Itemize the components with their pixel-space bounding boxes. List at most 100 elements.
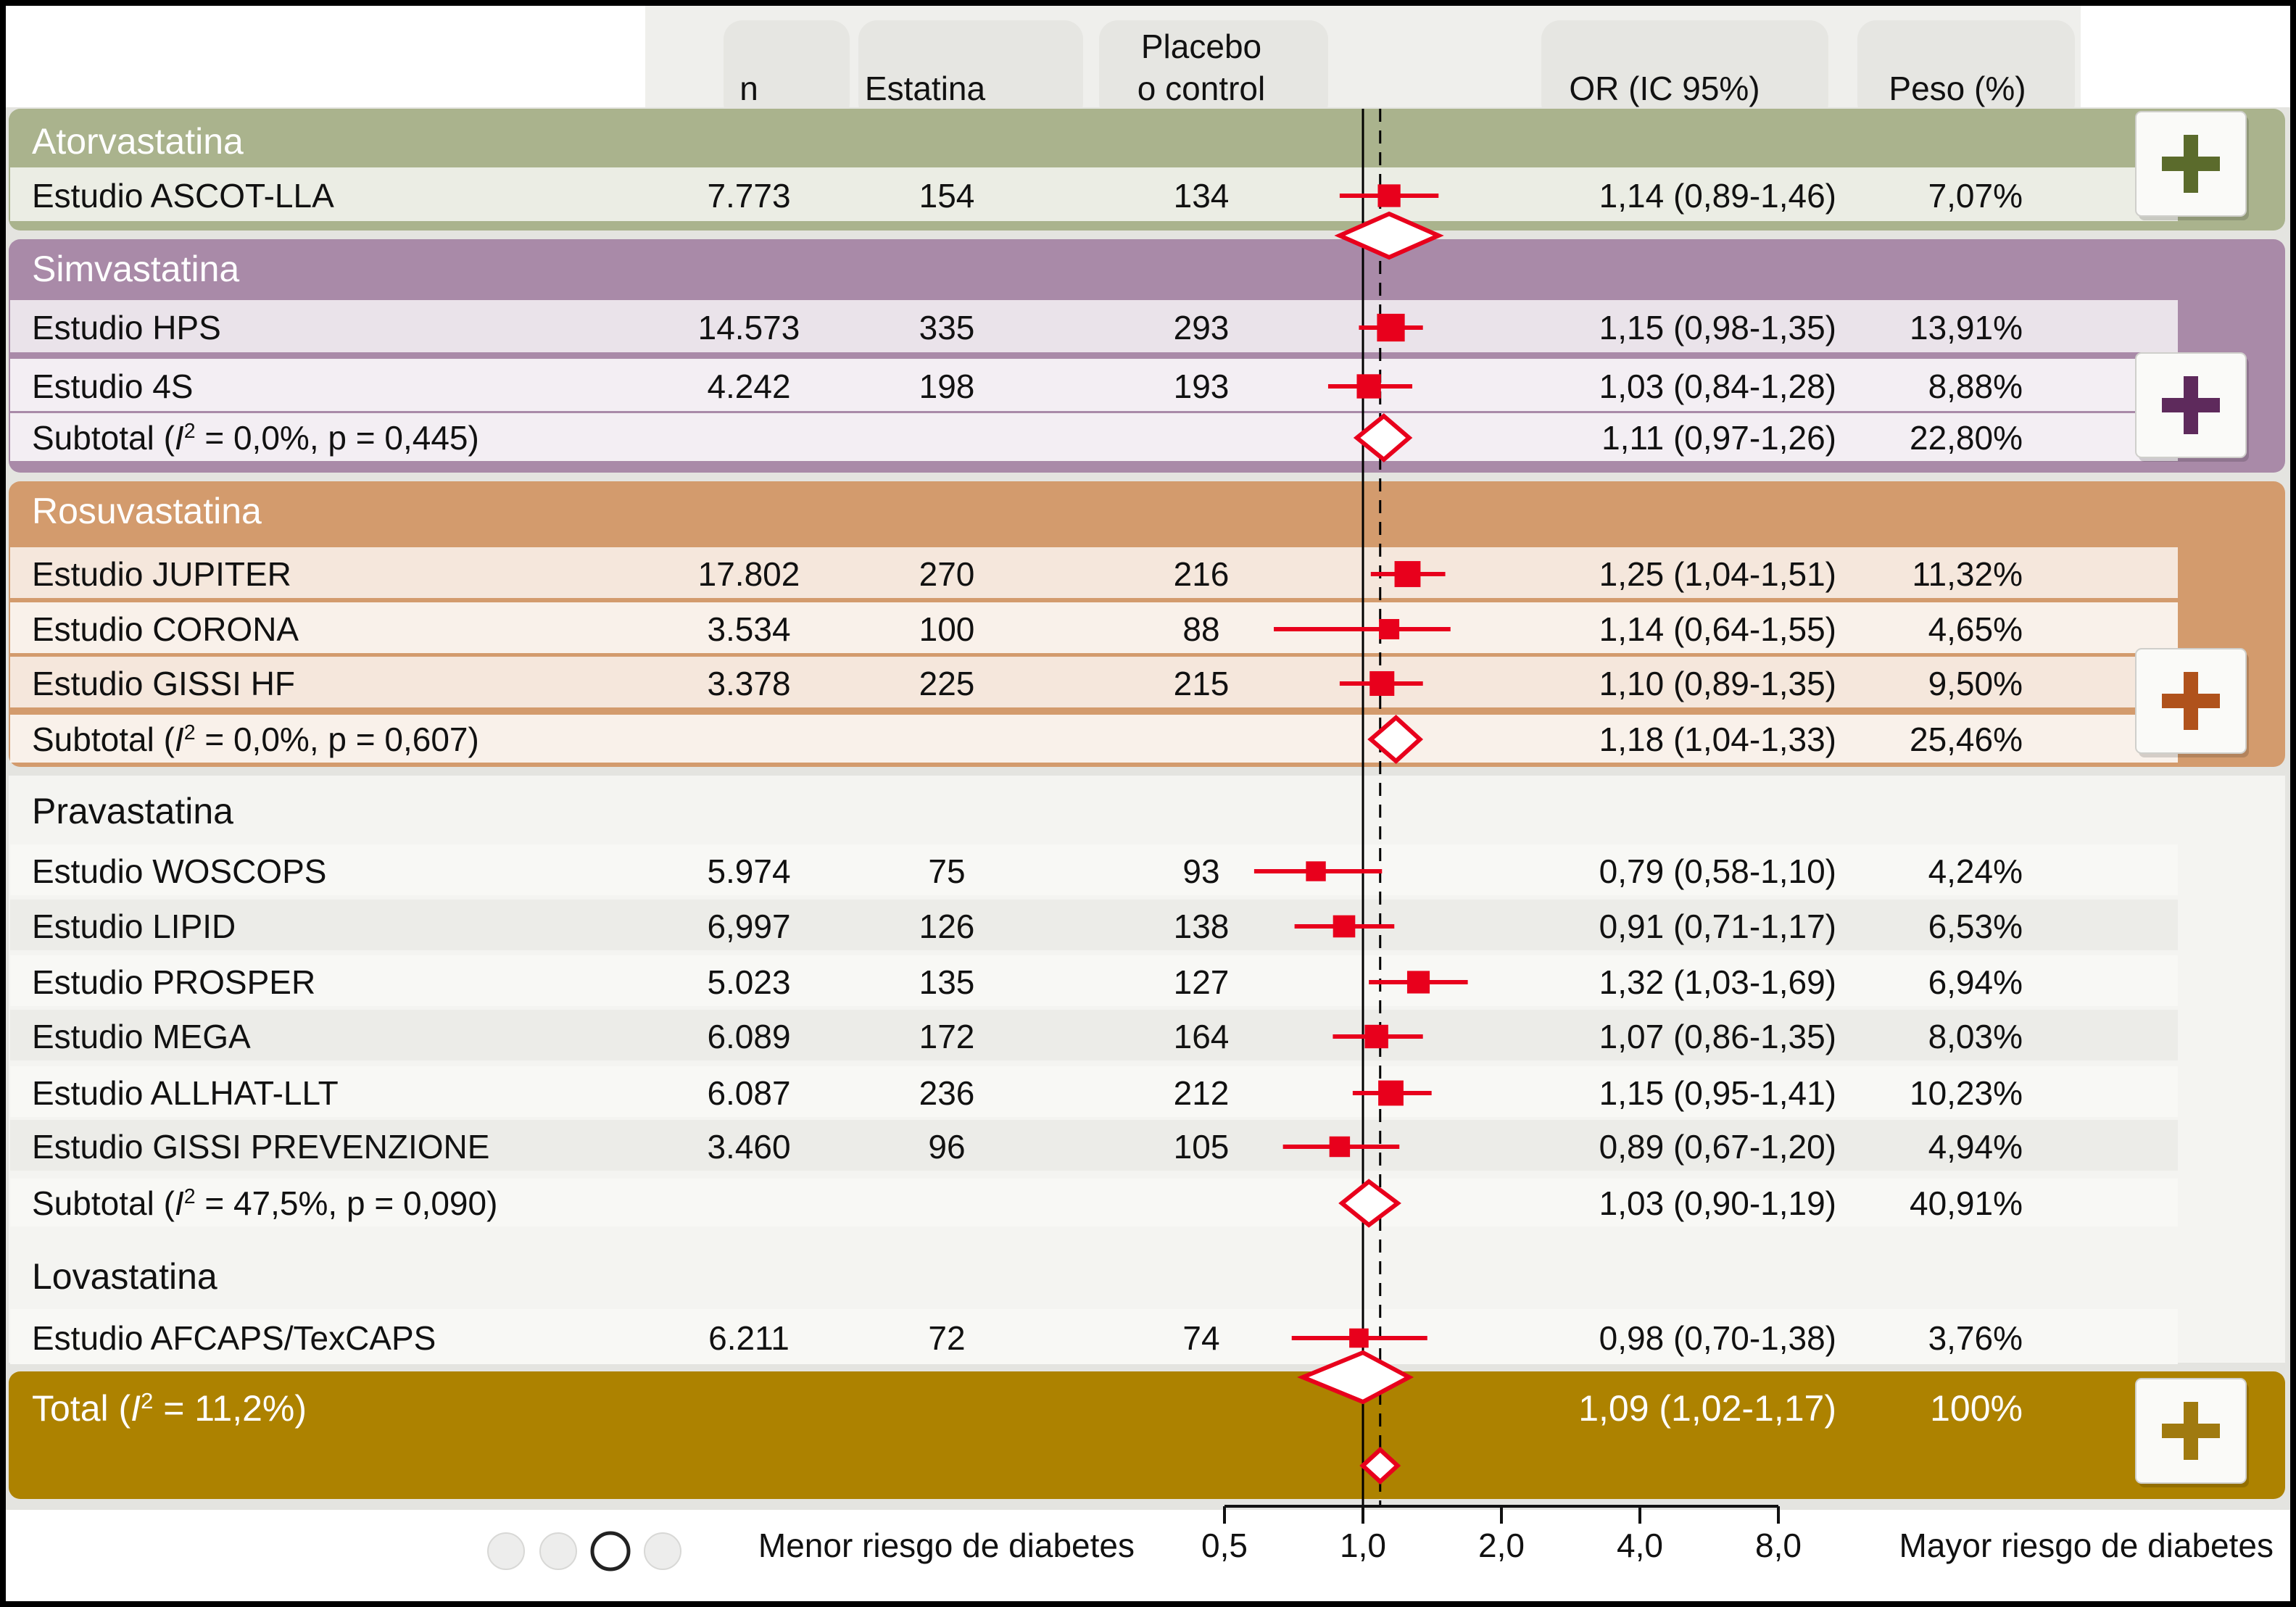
study-statin-events: 72: [928, 1319, 965, 1357]
study-n: 3.460: [707, 1128, 790, 1166]
study-label: Estudio CORONA: [32, 610, 299, 648]
table-row: [10, 955, 2178, 1006]
subtotal-weight: 25,46%: [1910, 721, 2023, 758]
study-weight: 4,65%: [1928, 610, 2023, 648]
study-statin-events: 154: [919, 177, 975, 215]
table-row: [10, 1010, 2178, 1060]
study-label: Estudio AFCAPS/TexCAPS: [32, 1319, 436, 1357]
study-or-text: 0,98 (0,70-1,38): [1599, 1319, 1836, 1357]
study-placebo-events: 212: [1174, 1074, 1230, 1112]
header-tab-0: [724, 20, 850, 122]
study-n: 6.089: [707, 1018, 790, 1055]
subtotal-or-text: 1,03 (0,90-1,19): [1599, 1184, 1836, 1222]
study-n: 3.378: [707, 665, 790, 702]
group-title-simvastatina: Simvastatina: [32, 249, 239, 289]
study-n: 5.974: [707, 852, 790, 890]
study-or-text: 0,91 (0,71-1,17): [1599, 908, 1836, 945]
x-axis-tick-label: 4,0: [1617, 1527, 1663, 1564]
total-weight: 100%: [1930, 1388, 2023, 1429]
study-weight: 10,23%: [1910, 1074, 2023, 1112]
summary-diamond: [1338, 1179, 1401, 1228]
table-row: [10, 900, 2178, 950]
study-weight: 11,32%: [1912, 555, 2023, 593]
subtotal-label: Subtotal (I2 = 0,0%, p = 0,607): [32, 721, 479, 758]
table-row: [10, 602, 2178, 653]
point-estimate-square: [1377, 184, 1401, 207]
subtotal-label: Subtotal (I2 = 0,0%, p = 0,445): [32, 419, 479, 457]
x-axis-tick-label: 0,5: [1201, 1527, 1248, 1564]
expand-atorvastatina-button[interactable]: [2135, 111, 2249, 220]
expand-simvastatina-button[interactable]: [2135, 352, 2249, 462]
study-placebo-events: 134: [1174, 177, 1230, 215]
study-weight: 8,88%: [1928, 368, 2023, 405]
study-or-text: 1,15 (0,98-1,35): [1599, 309, 1836, 346]
header-tab-2: [1099, 20, 1328, 122]
study-statin-events: 100: [919, 610, 975, 648]
x-axis-left-label: Menor riesgo de diabetes: [758, 1527, 1135, 1564]
table-row: [10, 300, 2178, 352]
study-label: Estudio GISSI PREVENZIONE: [32, 1128, 489, 1166]
study-placebo-events: 88: [1182, 610, 1219, 648]
study-or-text: 1,15 (0,95-1,41): [1599, 1074, 1836, 1112]
point-estimate-square: [1394, 561, 1421, 587]
study-statin-events: 270: [919, 555, 975, 593]
study-label: Estudio MEGA: [32, 1018, 251, 1055]
table-row: [10, 359, 2178, 411]
point-estimate-square: [1329, 1136, 1351, 1158]
study-n: 7.773: [707, 177, 790, 215]
study-or-text: 0,79 (0,58-1,10): [1599, 852, 1836, 890]
study-label: Estudio LIPID: [32, 908, 236, 945]
study-n: 6.211: [708, 1319, 789, 1357]
study-weight: 8,03%: [1928, 1018, 2023, 1055]
table-row: [10, 1309, 2178, 1364]
pagination-dot[interactable]: [539, 1532, 577, 1570]
study-statin-events: 225: [919, 665, 975, 702]
point-estimate-square: [1349, 1328, 1369, 1348]
pagination-dot[interactable]: [590, 1531, 631, 1571]
summary-diamond: [1297, 1350, 1414, 1405]
total-label: Total (I2 = 11,2%): [32, 1388, 307, 1429]
subtotal-row: [10, 1179, 2178, 1226]
x-axis-tick-label: 2,0: [1478, 1527, 1525, 1564]
group-title-rosuvastatina: Rosuvastatina: [32, 491, 262, 531]
study-n: 6,997: [707, 908, 790, 945]
study-label: Estudio HPS: [32, 309, 221, 346]
point-estimate-square: [1364, 1024, 1388, 1049]
study-statin-events: 126: [919, 908, 975, 945]
point-estimate-square: [1377, 313, 1405, 342]
study-label: Estudio PROSPER: [32, 963, 315, 1001]
study-statin-events: 236: [919, 1074, 975, 1112]
subtotal-or-text: 1,18 (1,04-1,33): [1599, 721, 1836, 758]
study-weight: 13,91%: [1910, 309, 2023, 346]
study-n: 6.087: [707, 1074, 790, 1112]
study-statin-events: 198: [919, 368, 975, 405]
expand-rosuvastatina-button-bar-v: [2184, 672, 2198, 730]
study-placebo-events: 193: [1174, 368, 1230, 405]
header-tab-3: [1541, 20, 1828, 122]
study-or-text: 0,89 (0,67-1,20): [1599, 1128, 1836, 1166]
study-statin-events: 75: [928, 852, 965, 890]
summary-diamond: [1367, 714, 1424, 765]
study-weight: 4,24%: [1928, 852, 2023, 890]
study-label: Estudio ASCOT-LLA: [32, 177, 334, 215]
expand-total-button[interactable]: [2135, 1378, 2249, 1487]
expand-total-button-bar-v: [2184, 1402, 2198, 1460]
study-label: Estudio ALLHAT-LLT: [32, 1074, 339, 1112]
study-or-text: 1,14 (0,64-1,55): [1599, 610, 1836, 648]
expand-rosuvastatina-button[interactable]: [2135, 648, 2249, 757]
pagination-dot[interactable]: [487, 1532, 525, 1570]
study-n: 4.242: [707, 368, 790, 405]
expand-atorvastatina-button-bar-v: [2184, 135, 2198, 193]
subtotal-row: [10, 715, 2178, 763]
study-label: Estudio WOSCOPS: [32, 852, 326, 890]
pagination-dot[interactable]: [644, 1532, 681, 1570]
subtotal-label: Subtotal (I2 = 47,5%, p = 0,090): [32, 1184, 497, 1222]
study-or-text: 1,32 (1,03-1,69): [1599, 963, 1836, 1001]
study-or-text: 1,25 (1,04-1,51): [1599, 555, 1836, 593]
header-statin: Estatina: [865, 70, 986, 107]
subtotal-row: [10, 413, 2178, 461]
table-row: [10, 657, 2178, 707]
study-or-text: 1,03 (0,84-1,28): [1599, 368, 1836, 405]
study-n: 5.023: [707, 963, 790, 1001]
